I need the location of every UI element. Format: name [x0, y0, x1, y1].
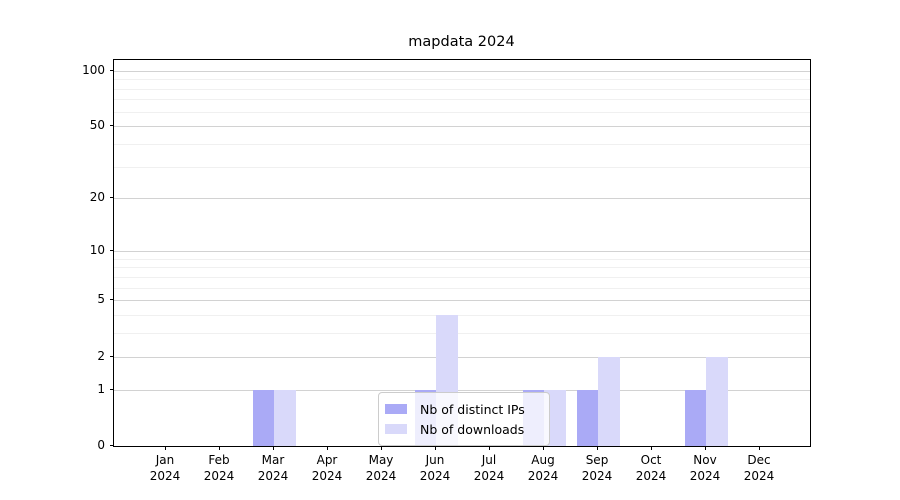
- x-tick-mark: [597, 446, 598, 450]
- bar-nb-of-distinct-ips-mar: [252, 389, 274, 446]
- minor-gridline: [114, 333, 810, 335]
- legend-swatch-distinct-ips: [385, 404, 407, 414]
- x-tick-mark: [705, 446, 706, 450]
- bar-nb-of-distinct-ips-nov: [684, 389, 706, 446]
- y-tick-mark: [110, 249, 114, 251]
- y-tick-label: 100: [82, 62, 105, 77]
- legend-item-downloads: Nb of downloads: [385, 419, 541, 439]
- legend-item-distinct-ips: Nb of distinct IPs: [385, 399, 541, 419]
- y-tick-label: 10: [89, 242, 105, 257]
- x-tick-label-mar: Mar 2024: [257, 453, 289, 483]
- bar-nb-of-downloads-mar: [274, 389, 296, 446]
- minor-gridline: [114, 258, 810, 260]
- y-tick-label: 2: [97, 348, 105, 363]
- y-tick-mark: [110, 125, 114, 127]
- minor-gridline: [114, 79, 810, 81]
- major-gridline: [114, 389, 810, 391]
- minor-gridline: [114, 143, 810, 145]
- x-tick-label-apr: Apr 2024: [311, 453, 343, 483]
- plot-area: Nb of distinct IPs Nb of downloads: [113, 59, 811, 447]
- x-tick-label-oct: Oct 2024: [635, 453, 667, 483]
- x-tick-label-jul: Jul 2024: [473, 453, 505, 483]
- x-tick-label-may: May 2024: [365, 453, 397, 483]
- x-tick-mark: [543, 446, 544, 450]
- y-tick-mark: [110, 388, 114, 390]
- bar-nb-of-distinct-ips-sep: [576, 389, 598, 446]
- x-tick-mark: [759, 446, 760, 450]
- y-tick-mark: [110, 445, 114, 446]
- y-tick-label: 50: [89, 118, 105, 133]
- major-gridline: [114, 198, 810, 200]
- y-tick-label: 20: [89, 190, 105, 205]
- x-tick-label-sep: Sep 2024: [581, 453, 613, 483]
- y-tick-mark: [110, 197, 114, 199]
- x-tick-mark: [381, 446, 382, 450]
- chart-title: mapdata 2024: [408, 34, 515, 50]
- x-tick-mark: [489, 446, 490, 450]
- x-tick-label-jun: Jun 2024: [419, 453, 451, 483]
- legend-label-distinct-ips: Nb of distinct IPs: [420, 401, 525, 417]
- major-gridline: [114, 250, 810, 252]
- bar-nb-of-downloads-sep: [598, 356, 620, 446]
- minor-gridline: [114, 88, 810, 90]
- major-gridline: [114, 126, 810, 128]
- x-tick-label-nov: Nov 2024: [689, 453, 721, 483]
- legend-label-downloads: Nb of downloads: [420, 421, 525, 437]
- x-tick-label-jan: Jan 2024: [149, 453, 181, 483]
- minor-gridline: [114, 111, 810, 113]
- y-tick-label: 5: [97, 292, 105, 307]
- legend-swatch-downloads: [385, 424, 407, 434]
- y-tick-mark: [110, 69, 114, 71]
- x-tick-mark: [273, 446, 274, 450]
- major-gridline: [114, 356, 810, 358]
- x-tick-label-feb: Feb 2024: [203, 453, 235, 483]
- x-tick-mark: [219, 446, 220, 450]
- minor-gridline: [114, 267, 810, 269]
- minor-gridline: [114, 287, 810, 289]
- x-tick-mark: [651, 446, 652, 450]
- x-tick-label-aug: Aug 2024: [527, 453, 559, 483]
- legend: Nb of distinct IPs Nb of downloads: [378, 392, 550, 446]
- minor-gridline: [114, 276, 810, 278]
- x-tick-mark: [327, 446, 328, 450]
- major-gridline: [114, 300, 810, 302]
- x-tick-mark: [165, 446, 166, 450]
- y-tick-label: 1: [97, 381, 105, 396]
- y-tick-mark: [110, 355, 114, 357]
- bar-nb-of-downloads-nov: [706, 356, 728, 446]
- x-tick-label-dec: Dec 2024: [743, 453, 775, 483]
- minor-gridline: [114, 166, 810, 168]
- major-gridline: [114, 70, 810, 72]
- minor-gridline: [114, 315, 810, 317]
- y-tick-mark: [110, 299, 114, 301]
- x-tick-mark: [435, 446, 436, 450]
- y-tick-label: 0: [97, 438, 105, 452]
- minor-gridline: [114, 99, 810, 101]
